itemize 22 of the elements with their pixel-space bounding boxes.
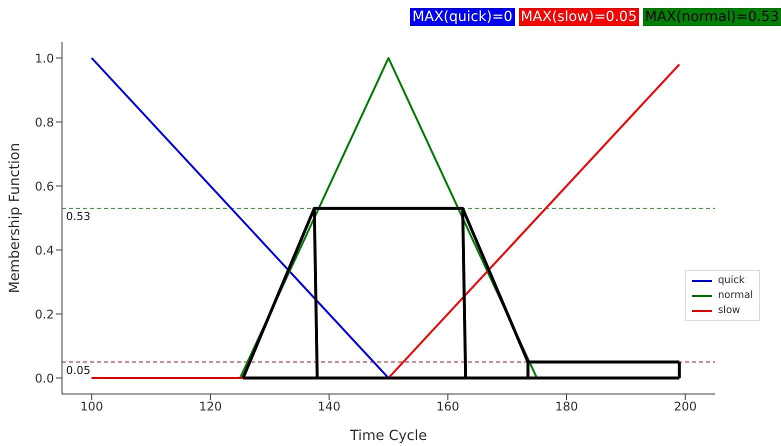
legend-label: slow (718, 304, 740, 318)
y-tick-label: 0.4 (34, 243, 54, 258)
x-axis-title: Time Cycle (348, 428, 427, 444)
text: MAX(slow)=0.05 (518, 8, 639, 26)
x-tick-label: 140 (318, 400, 341, 414)
x-tick-label: 180 (555, 400, 578, 414)
text: MAX(quick)=0 (410, 8, 515, 26)
legend-label: normal (718, 289, 753, 303)
y-tick-label: 0.8 (34, 115, 54, 130)
y-tick-label: 1.0 (34, 51, 54, 66)
x-tick-label: 100 (80, 400, 104, 414)
x-tick-label: 200 (674, 400, 697, 414)
y-tick-label: 0.2 (34, 307, 54, 322)
ref-line-label: 0.05 (66, 364, 90, 377)
legend-label: quick (718, 274, 745, 288)
y-tick-label: 0.0 (34, 371, 54, 386)
x-tick-label: 120 (198, 400, 222, 414)
text: MAX(normal)=0.53 (642, 8, 781, 26)
y-axis-title: Membership Function (6, 142, 23, 294)
ref-line-label: 0.53 (66, 210, 90, 224)
x-tick-label: 160 (436, 400, 460, 414)
y-tick-label: 0.6 (34, 179, 54, 194)
